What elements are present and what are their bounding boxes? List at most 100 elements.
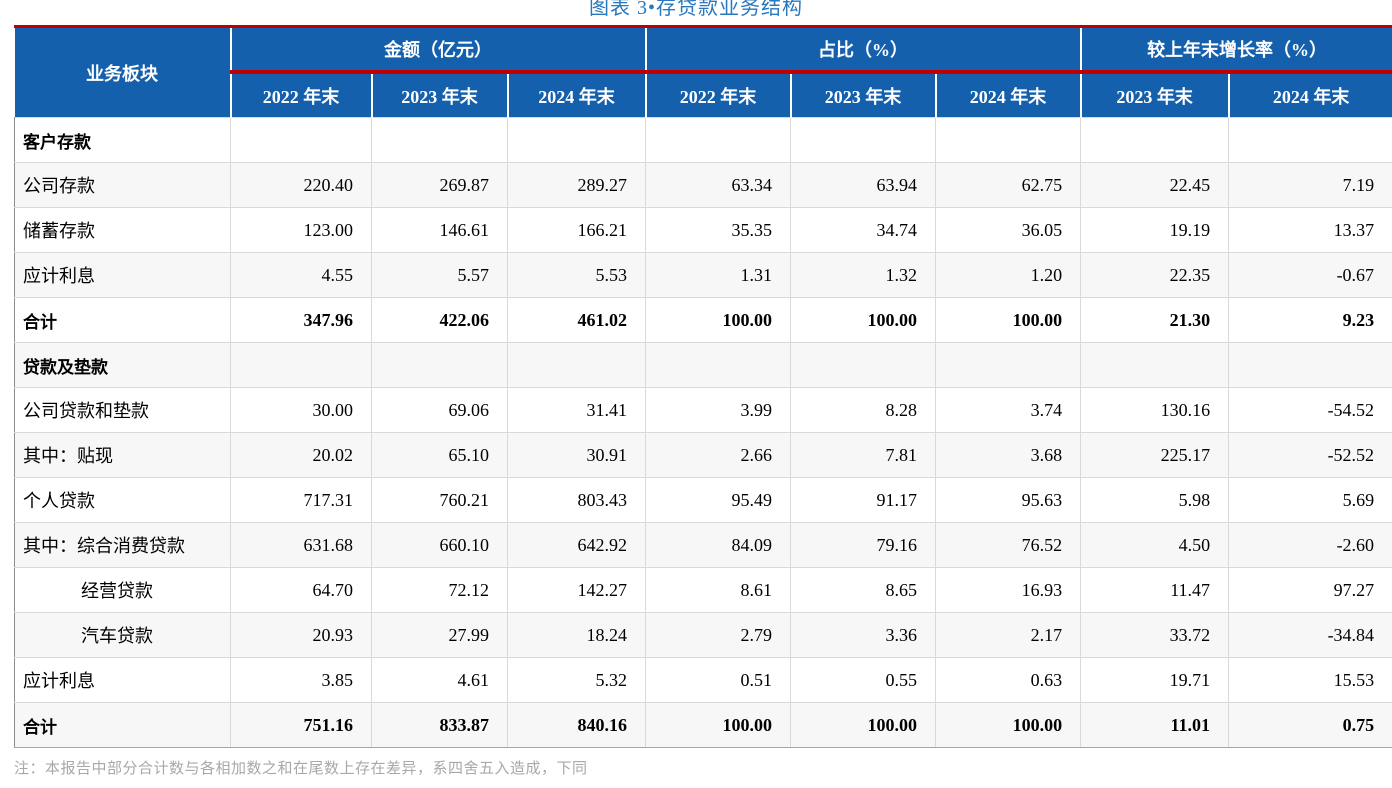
cell-value [1228,117,1392,163]
cell-value: 1.31 [645,252,792,298]
cell-value [371,342,508,388]
cell-value: 76.52 [935,522,1082,568]
cell-value: 8.28 [790,387,937,433]
cell-value: 146.61 [371,207,508,253]
cell-value: 751.16 [230,702,372,748]
row-label: 应计利息 [14,252,231,298]
cell-value: 4.50 [1080,522,1230,568]
cell-value: 5.57 [371,252,508,298]
row-label: 应计利息 [14,657,231,703]
cell-value [1080,117,1230,163]
table-row: 汽车贷款 20.93 27.99 18.24 2.79 3.36 2.17 33.72 -34.… [14,612,1392,658]
cell-value: 20.02 [230,432,372,478]
row-label: 其中：贴现 [14,432,231,478]
cell-value: 803.43 [506,477,647,523]
subcol-amount-2023: 2023 年末 [370,72,508,118]
cell-value: 123.00 [230,207,372,253]
cell-value: 22.45 [1080,162,1230,208]
subcol-amount-2022: 2022 年末 [230,72,372,118]
cell-value: 0.75 [1228,702,1392,748]
cell-value [645,117,792,163]
cell-value: 130.16 [1080,387,1230,433]
row-label: 合计 [14,702,231,748]
cell-value: 30.91 [506,432,647,478]
row-label: 公司存款 [14,162,231,208]
cell-value: -0.67 [1228,252,1392,298]
col-group-amount: 金额（亿元） [229,28,646,74]
col-group-share: 占比（%） [644,28,1081,74]
cell-value: 33.72 [1080,612,1230,658]
row-label: 汽车贷款 [14,612,231,658]
cell-value: 631.68 [230,522,372,568]
corner-header-business-segment: 业务板块 [14,28,232,118]
cell-value: 18.24 [506,612,647,658]
cell-value: 142.27 [506,567,647,613]
data-table: 业务板块 金额（亿元） 占比（%） 较上年末增长率（%） 2022 年末 202… [14,28,1392,748]
cell-value: 30.00 [230,387,372,433]
cell-value: 4.55 [230,252,372,298]
cell-value: 225.17 [1080,432,1230,478]
col-group-growth: 较上年末增长率（%） [1079,28,1392,74]
cell-value: 22.35 [1080,252,1230,298]
cell-value: -52.52 [1228,432,1392,478]
table-row: 公司存款 220.40 269.87 289.27 63.34 63.94 62.75 22.… [14,162,1392,208]
cell-value [790,117,937,163]
subcol-growth-2024: 2024 年末 [1227,72,1392,118]
cell-value: 269.87 [371,162,508,208]
table-row: 应计利息 4.55 5.57 5.53 1.31 1.32 1.20 22.35 -0.67 [14,252,1392,298]
subcol-amount-2024: 2024 年末 [506,72,646,118]
cell-value: 2.79 [645,612,792,658]
cell-value: 5.98 [1080,477,1230,523]
cell-value: 20.93 [230,612,372,658]
subcol-growth-2023: 2023 年末 [1079,72,1229,118]
cell-value [1228,342,1392,388]
cell-value: 4.61 [371,657,508,703]
cell-value: 166.21 [506,207,647,253]
cell-value [371,117,508,163]
row-label: 贷款及垫款 [14,342,231,388]
row-label: 其中：综合消费贷款 [14,522,231,568]
table-row: 公司贷款和垫款 30.00 69.06 31.41 3.99 8.28 3.74 130.16… [14,387,1392,433]
cell-value: 7.81 [790,432,937,478]
table-row: 应计利息 3.85 4.61 5.32 0.51 0.55 0.63 19.71 15.53 [14,657,1392,703]
cell-value [230,342,372,388]
cell-value [645,342,792,388]
cell-value: 79.16 [790,522,937,568]
cell-value: 36.05 [935,207,1082,253]
table-row: 客户存款 [14,117,1392,163]
cell-value: 95.63 [935,477,1082,523]
table-row: 储蓄存款 123.00 146.61 166.21 35.35 34.74 36.05 19.… [14,207,1392,253]
cell-value: 0.51 [645,657,792,703]
cell-value: 34.74 [790,207,937,253]
cell-value: 2.66 [645,432,792,478]
cell-value: 100.00 [935,297,1082,343]
table-row: 合计 751.16 833.87 840.16 100.00 100.00 100.00 11… [14,702,1392,748]
cell-value: 100.00 [645,702,792,748]
cell-value: 11.47 [1080,567,1230,613]
cell-value: 289.27 [506,162,647,208]
cell-value: 31.41 [506,387,647,433]
cell-value [506,117,647,163]
row-label: 个人贷款 [14,477,231,523]
subcol-share-2022: 2022 年末 [644,72,791,118]
cell-value: 69.06 [371,387,508,433]
row-label: 储蓄存款 [14,207,231,253]
cell-value: 220.40 [230,162,372,208]
row-label: 合计 [14,297,231,343]
deposit-loan-structure-table: 业务板块 金额（亿元） 占比（%） 较上年末增长率（%） 2022 年末 202… [14,25,1392,748]
cell-value: 3.85 [230,657,372,703]
row-label: 客户存款 [14,117,231,163]
cell-value: 840.16 [506,702,647,748]
cell-value: 27.99 [371,612,508,658]
cell-value: 660.10 [371,522,508,568]
cell-value: 8.65 [790,567,937,613]
cell-value: -54.52 [1228,387,1392,433]
table-body: 客户存款 公司存款 220.40 269.87 289.27 63.34 63.94 62.7… [14,117,1392,748]
cell-value: 1.32 [790,252,937,298]
cell-value: 19.19 [1080,207,1230,253]
cell-value: 62.75 [935,162,1082,208]
cell-value: 95.49 [645,477,792,523]
header-group-row: 业务板块 金额（亿元） 占比（%） 较上年末增长率（%） [14,28,1392,118]
cell-value: 72.12 [371,567,508,613]
